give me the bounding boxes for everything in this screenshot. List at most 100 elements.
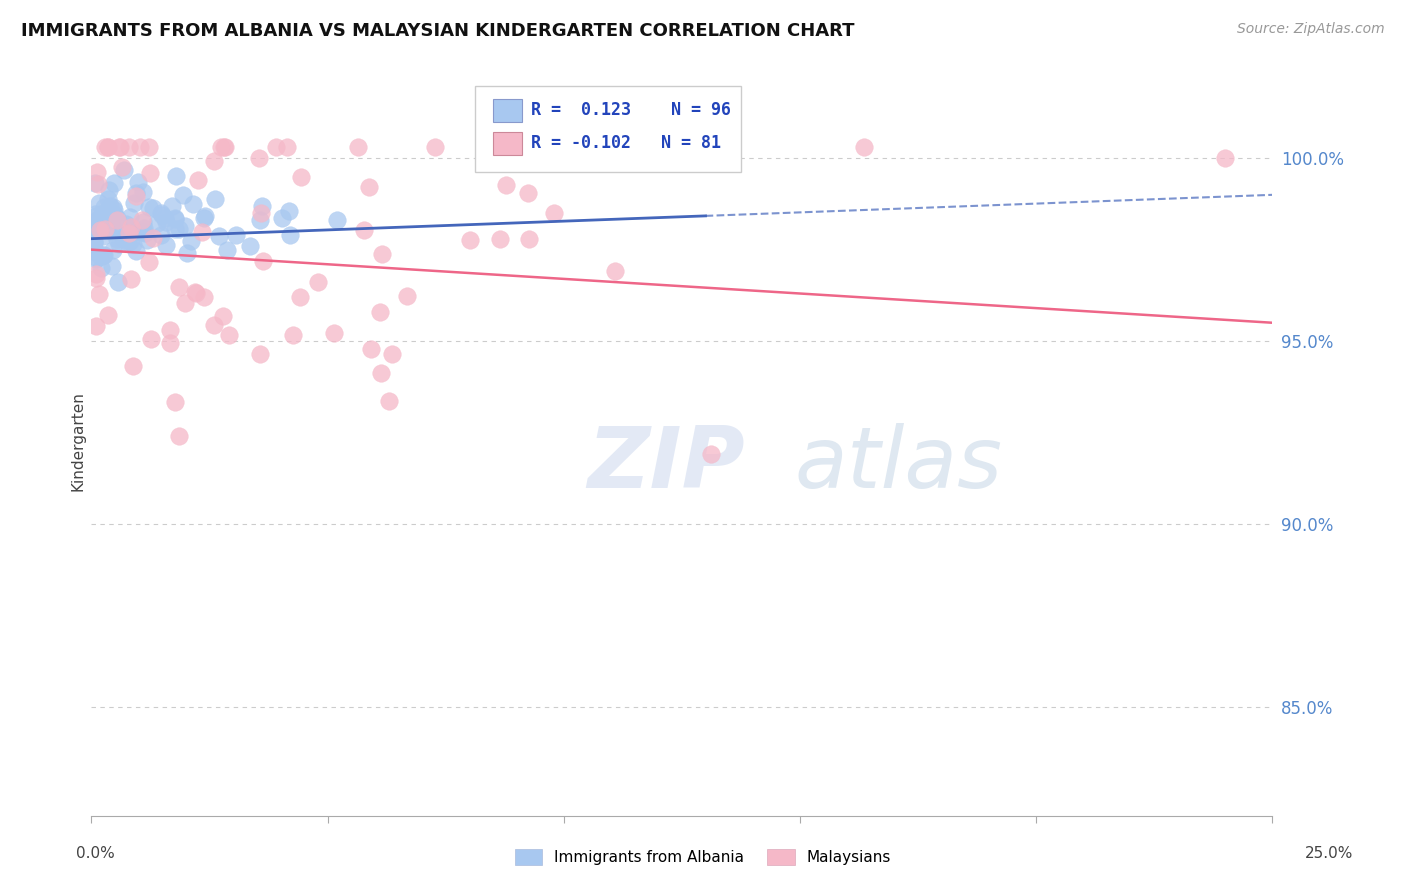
- Point: [225, 228, 247, 243]
- Point: [167, 222, 190, 236]
- Point: [127, 176, 149, 190]
- Point: [118, 234, 141, 248]
- Point: [155, 211, 177, 225]
- Point: [93, 200, 115, 214]
- Point: [371, 247, 394, 261]
- Point: [86, 165, 108, 179]
- Point: [347, 140, 370, 154]
- Point: [110, 140, 132, 154]
- Point: [84, 207, 107, 221]
- Point: [103, 176, 125, 190]
- Point: [174, 219, 197, 233]
- Point: [308, 275, 330, 289]
- Point: [1213, 151, 1236, 165]
- Point: [122, 237, 145, 252]
- Point: [97, 192, 120, 206]
- Point: [700, 447, 723, 461]
- Point: [132, 224, 155, 238]
- Text: Source: ZipAtlas.com: Source: ZipAtlas.com: [1237, 22, 1385, 37]
- Point: [132, 185, 155, 199]
- Point: [105, 224, 128, 238]
- Point: [93, 248, 115, 262]
- Point: [101, 259, 124, 273]
- Point: [163, 222, 186, 236]
- Point: [98, 199, 121, 213]
- Point: [84, 176, 107, 190]
- Y-axis label: Kindergarten: Kindergarten: [70, 392, 86, 491]
- Point: [83, 235, 105, 249]
- Point: [184, 285, 207, 299]
- Point: [288, 290, 311, 304]
- Point: [651, 140, 673, 154]
- Point: [517, 232, 540, 246]
- Point: [105, 211, 128, 226]
- Point: [212, 140, 235, 154]
- Point: [249, 213, 271, 227]
- Point: [91, 208, 114, 222]
- Point: [271, 211, 294, 226]
- Point: [209, 140, 232, 154]
- Point: [87, 221, 110, 235]
- Point: [264, 140, 287, 154]
- Point: [118, 140, 141, 154]
- Point: [162, 199, 184, 213]
- FancyBboxPatch shape: [494, 99, 523, 121]
- Point: [89, 249, 111, 263]
- Point: [458, 233, 481, 247]
- Point: [165, 169, 187, 183]
- Point: [132, 215, 155, 229]
- Point: [360, 342, 382, 356]
- Point: [605, 264, 627, 278]
- Point: [117, 235, 139, 249]
- Point: [118, 226, 141, 240]
- Point: [370, 367, 392, 381]
- Point: [87, 178, 110, 192]
- Point: [290, 170, 312, 185]
- Point: [159, 323, 181, 337]
- Point: [89, 212, 111, 227]
- Point: [142, 201, 165, 215]
- Point: [83, 235, 105, 249]
- Text: ZIP: ZIP: [588, 423, 745, 506]
- FancyBboxPatch shape: [475, 86, 741, 172]
- Point: [97, 140, 120, 154]
- Point: [276, 140, 298, 154]
- Point: [86, 251, 108, 265]
- Point: [357, 180, 380, 194]
- Point: [543, 206, 565, 220]
- Point: [212, 310, 235, 324]
- Point: [208, 229, 231, 244]
- Point: [94, 140, 117, 154]
- Point: [149, 205, 172, 219]
- Point: [150, 208, 173, 222]
- Point: [194, 209, 217, 223]
- Point: [181, 197, 204, 211]
- Point: [163, 211, 186, 226]
- Point: [120, 211, 142, 225]
- Point: [111, 160, 134, 174]
- Text: 0.0%: 0.0%: [76, 847, 115, 861]
- Point: [101, 200, 124, 214]
- Point: [97, 140, 120, 154]
- Point: [191, 225, 214, 239]
- Point: [128, 140, 150, 154]
- Point: [155, 238, 177, 252]
- Point: [167, 280, 190, 294]
- Text: IMMIGRANTS FROM ALBANIA VS MALAYSIAN KINDERGARTEN CORRELATION CHART: IMMIGRANTS FROM ALBANIA VS MALAYSIAN KIN…: [21, 22, 855, 40]
- Point: [167, 429, 190, 443]
- Point: [180, 234, 202, 248]
- Point: [172, 188, 194, 202]
- Point: [159, 336, 181, 351]
- Point: [91, 206, 114, 220]
- Point: [145, 216, 167, 230]
- Point: [91, 228, 114, 243]
- Point: [94, 210, 117, 224]
- Point: [247, 151, 270, 165]
- Point: [97, 308, 120, 322]
- Point: [87, 196, 110, 211]
- Point: [368, 305, 391, 319]
- Point: [103, 202, 125, 217]
- Text: R =  0.123    N = 96: R = 0.123 N = 96: [530, 101, 731, 119]
- Point: [278, 228, 301, 243]
- FancyBboxPatch shape: [494, 132, 523, 154]
